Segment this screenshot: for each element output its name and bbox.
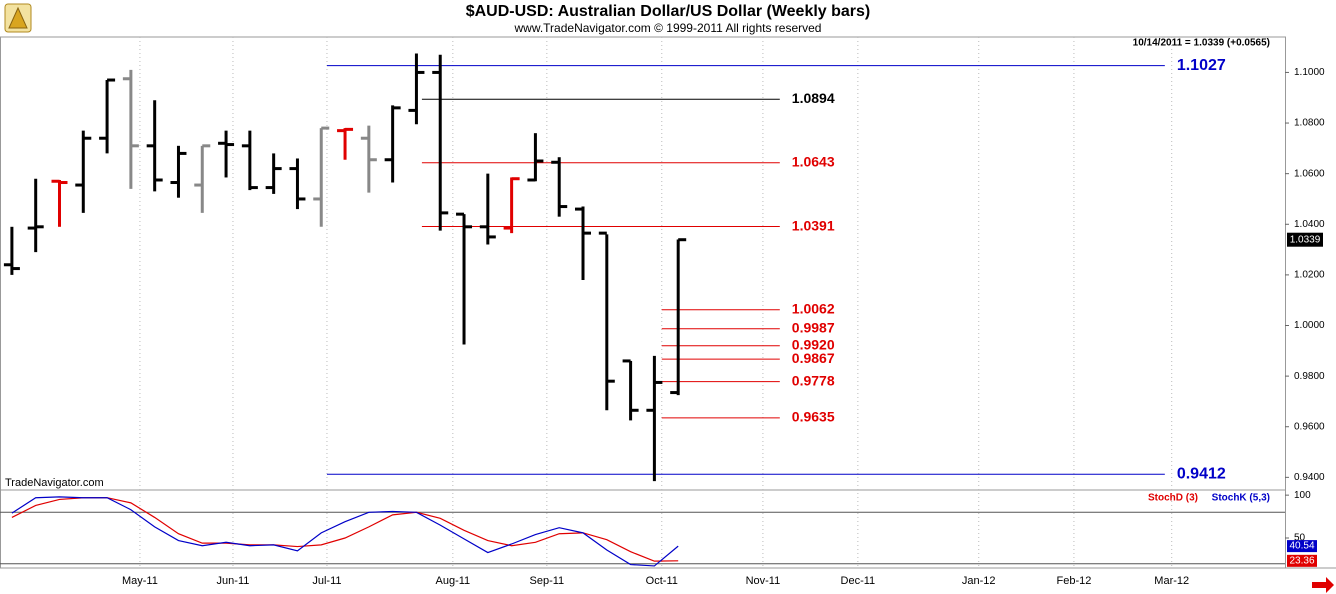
y-tick-label: 50 [1294,533,1306,544]
legend-entry: StochD (3) [1148,493,1198,504]
chart-subtitle: www.TradeNavigator.com © 1999-2011 All r… [514,21,822,35]
y-tick-label: 1.0000 [1294,320,1325,331]
y-tick-label: 1.0800 [1294,118,1325,129]
legend-entry: StochK (5,3) [1212,493,1270,504]
logo [4,3,32,33]
y-tick-label: 0.9600 [1294,421,1325,432]
level-label: 0.9778 [792,372,835,388]
y-tick-label: 0.9800 [1294,371,1325,382]
level-label: 1.1027 [1177,57,1226,74]
last-price-label: 1.0339 [1290,234,1321,245]
last-price-box [1287,232,1323,247]
x-tick-label: Sep-11 [530,575,565,587]
level-label: 0.9412 [1177,466,1226,483]
x-tick-label: Nov-11 [746,575,781,587]
level-label: 1.0062 [792,301,835,317]
x-tick-label: Feb-12 [1056,575,1091,587]
y-tick-label: 1.0200 [1294,270,1325,281]
x-tick-label: Mar-12 [1154,575,1189,587]
y-tick-label: 0.9400 [1294,472,1325,483]
x-tick-label: Jan-12 [962,575,996,587]
y-tick-label: 100 [1294,490,1311,501]
last-value-box [1287,554,1317,567]
stoch-line [11,497,679,562]
last-value-label: 40.54 [1289,541,1314,552]
y-tick-label: 1.1000 [1294,67,1325,78]
y-tick-label: 1.0600 [1294,168,1325,179]
x-tick-label: Jun-11 [217,575,250,587]
y-tick-label: 1.0400 [1294,219,1325,230]
x-tick-label: Aug-11 [436,575,471,587]
level-label: 1.0391 [792,217,835,233]
last-value-box [1287,540,1317,553]
level-label: 1.0894 [792,90,835,106]
level-label: 0.9867 [792,350,835,366]
chart-title: $AUD-USD: Australian Dollar/US Dollar (W… [466,3,871,20]
scroll-arrow[interactable] [1312,577,1334,593]
level-label: 0.9987 [792,319,835,335]
x-tick-label: Oct-11 [646,575,678,587]
watermark: TradeNavigator.com [5,477,104,489]
level-label: 1.0643 [792,153,835,169]
stoch-line [11,496,679,567]
x-tick-label: Dec-11 [841,575,876,587]
level-label: 0.9635 [792,409,835,425]
logo-shape [8,6,28,29]
level-label: 0.9920 [792,336,835,352]
header-note: 10/14/2011 = 1.0339 (+0.0565) [1133,38,1270,49]
x-tick-label: Jul-11 [312,575,341,587]
last-value-label: 23.36 [1289,555,1314,566]
x-tick-label: May-11 [122,575,158,587]
